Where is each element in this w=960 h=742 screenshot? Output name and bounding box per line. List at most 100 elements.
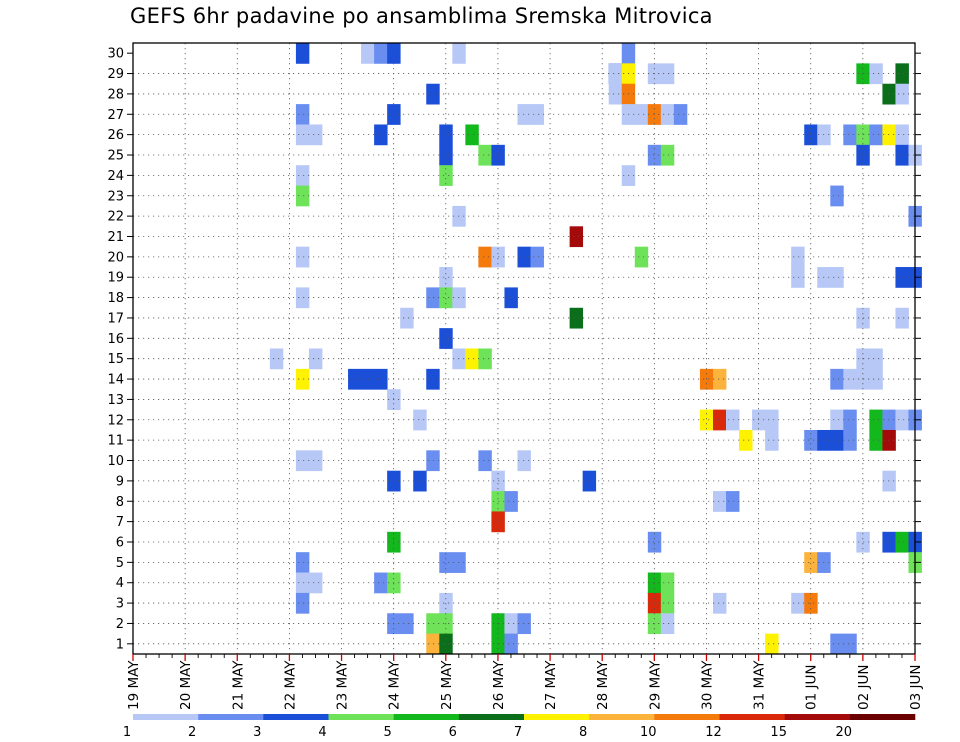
heatmap-cell <box>478 450 492 472</box>
x-tick-label: 27 MAY <box>543 660 559 710</box>
heatmap-cell <box>400 613 414 635</box>
x-tick-label: 26 MAY <box>491 660 507 710</box>
heatmap-cell <box>869 409 883 431</box>
heatmap-cell <box>374 572 388 594</box>
colorbar-segment <box>849 714 916 720</box>
x-tick-label: 20 MAY <box>178 660 194 710</box>
y-tick-label: 29 <box>107 67 124 82</box>
heatmap-cell <box>843 124 857 146</box>
heatmap-cell <box>660 144 675 166</box>
heatmap-cell <box>726 491 740 512</box>
y-tick-label: 8 <box>116 495 124 510</box>
heatmap-cell <box>426 83 440 105</box>
y-tick-label: 24 <box>107 169 124 184</box>
x-tick-label: 30 MAY <box>700 660 716 710</box>
heatmap-cell <box>647 572 662 594</box>
heatmap-cell <box>621 43 636 64</box>
y-tick-label: 17 <box>107 311 124 326</box>
heatmap-cell <box>295 572 310 594</box>
heatmap-cell <box>660 63 675 85</box>
y-tick-label: 20 <box>107 250 124 265</box>
grid-lines <box>133 43 915 654</box>
colorbar-label: 10 <box>640 725 657 740</box>
heatmap-cell <box>843 429 857 451</box>
y-tick-label: 9 <box>116 474 124 489</box>
heatmap-cell <box>660 592 675 614</box>
colorbar-label: 4 <box>318 725 326 740</box>
heatmap-cell <box>361 43 375 64</box>
heatmap-cell <box>843 409 857 431</box>
heatmap-cell <box>295 185 310 207</box>
heatmap-cell <box>439 287 453 309</box>
heatmap-cell <box>804 552 818 573</box>
x-tick-label: 23 MAY <box>335 660 351 710</box>
heatmap-cell <box>804 124 818 146</box>
heatmap-cell <box>869 348 883 370</box>
x-tick-label: 19 MAY <box>126 660 142 710</box>
heatmap-cell <box>895 267 909 288</box>
heatmap-cell <box>295 450 310 472</box>
heatmap-cell <box>478 348 492 370</box>
heatmap-cell <box>295 368 310 390</box>
heatmap-cell <box>830 267 844 288</box>
y-tick-label: 10 <box>107 454 124 469</box>
y-tick-label: 2 <box>116 617 124 632</box>
colorbar-label: 8 <box>579 725 587 740</box>
heatmap-cell <box>465 348 479 370</box>
y-axis: 1234567891011121314151617181920212223242… <box>107 47 921 652</box>
heatmap-cell <box>673 104 688 125</box>
heatmap-cell <box>530 104 544 125</box>
heatmap-cell <box>765 429 779 451</box>
colorbar-segment <box>784 714 851 720</box>
y-tick-label: 13 <box>107 393 124 408</box>
heatmap-cell <box>791 267 805 288</box>
x-tick-label: 31 MAY <box>752 660 768 710</box>
x-tick-label: 02 JUN <box>856 665 872 710</box>
heatmap-cell <box>308 348 323 370</box>
y-tick-label: 16 <box>107 332 124 347</box>
x-tick-label: 28 MAY <box>595 660 611 710</box>
y-tick-label: 27 <box>107 108 124 123</box>
heatmap-cell <box>712 592 727 614</box>
heatmap-cell <box>869 368 883 390</box>
heatmap-cell <box>452 43 466 64</box>
heatmap-cell <box>569 226 584 248</box>
heatmap-cell <box>647 144 662 166</box>
colorbar-segment <box>198 714 264 720</box>
heatmap-cell <box>830 409 844 431</box>
heatmap-cell <box>830 633 844 655</box>
y-tick-label: 6 <box>116 535 124 550</box>
colorbar-label: 7 <box>514 725 522 740</box>
heatmap-cell <box>699 409 714 431</box>
heatmap-cell <box>895 124 909 146</box>
heatmap-cell <box>426 287 440 309</box>
heatmap-cell <box>413 409 427 431</box>
heatmap-cell <box>569 307 584 329</box>
heatmap-cell <box>791 246 805 268</box>
heatmap-cell <box>765 409 779 431</box>
heatmap-cell <box>895 63 909 85</box>
colorbar-label: 12 <box>705 725 722 740</box>
heatmap-cell <box>295 592 310 614</box>
heatmap-cell <box>439 165 453 186</box>
y-tick-label: 23 <box>107 189 124 204</box>
colorbar-segment <box>393 714 460 720</box>
heatmap-cell <box>308 572 323 594</box>
heatmap-cell <box>426 613 440 635</box>
heatmap-cell <box>465 124 479 146</box>
chart-title: GEFS 6hr padavine po ansamblima Sremska … <box>130 4 713 28</box>
y-tick-label: 30 <box>107 47 124 62</box>
x-tick-label: 29 MAY <box>647 660 663 710</box>
heatmap-cell <box>582 470 597 492</box>
heatmap-cell <box>647 104 662 125</box>
heatmap-cell <box>504 613 518 635</box>
colorbar-segment <box>263 714 329 720</box>
heatmap-cell <box>712 368 727 390</box>
x-tick-label: 01 JUN <box>804 665 820 710</box>
heatmap-cell <box>295 124 310 146</box>
x-tick-label: 25 MAY <box>439 660 455 710</box>
heatmap-cell <box>660 572 675 594</box>
heatmap-cell <box>295 43 310 64</box>
heatmap-cell <box>843 368 857 390</box>
heatmap-cell <box>804 429 818 451</box>
